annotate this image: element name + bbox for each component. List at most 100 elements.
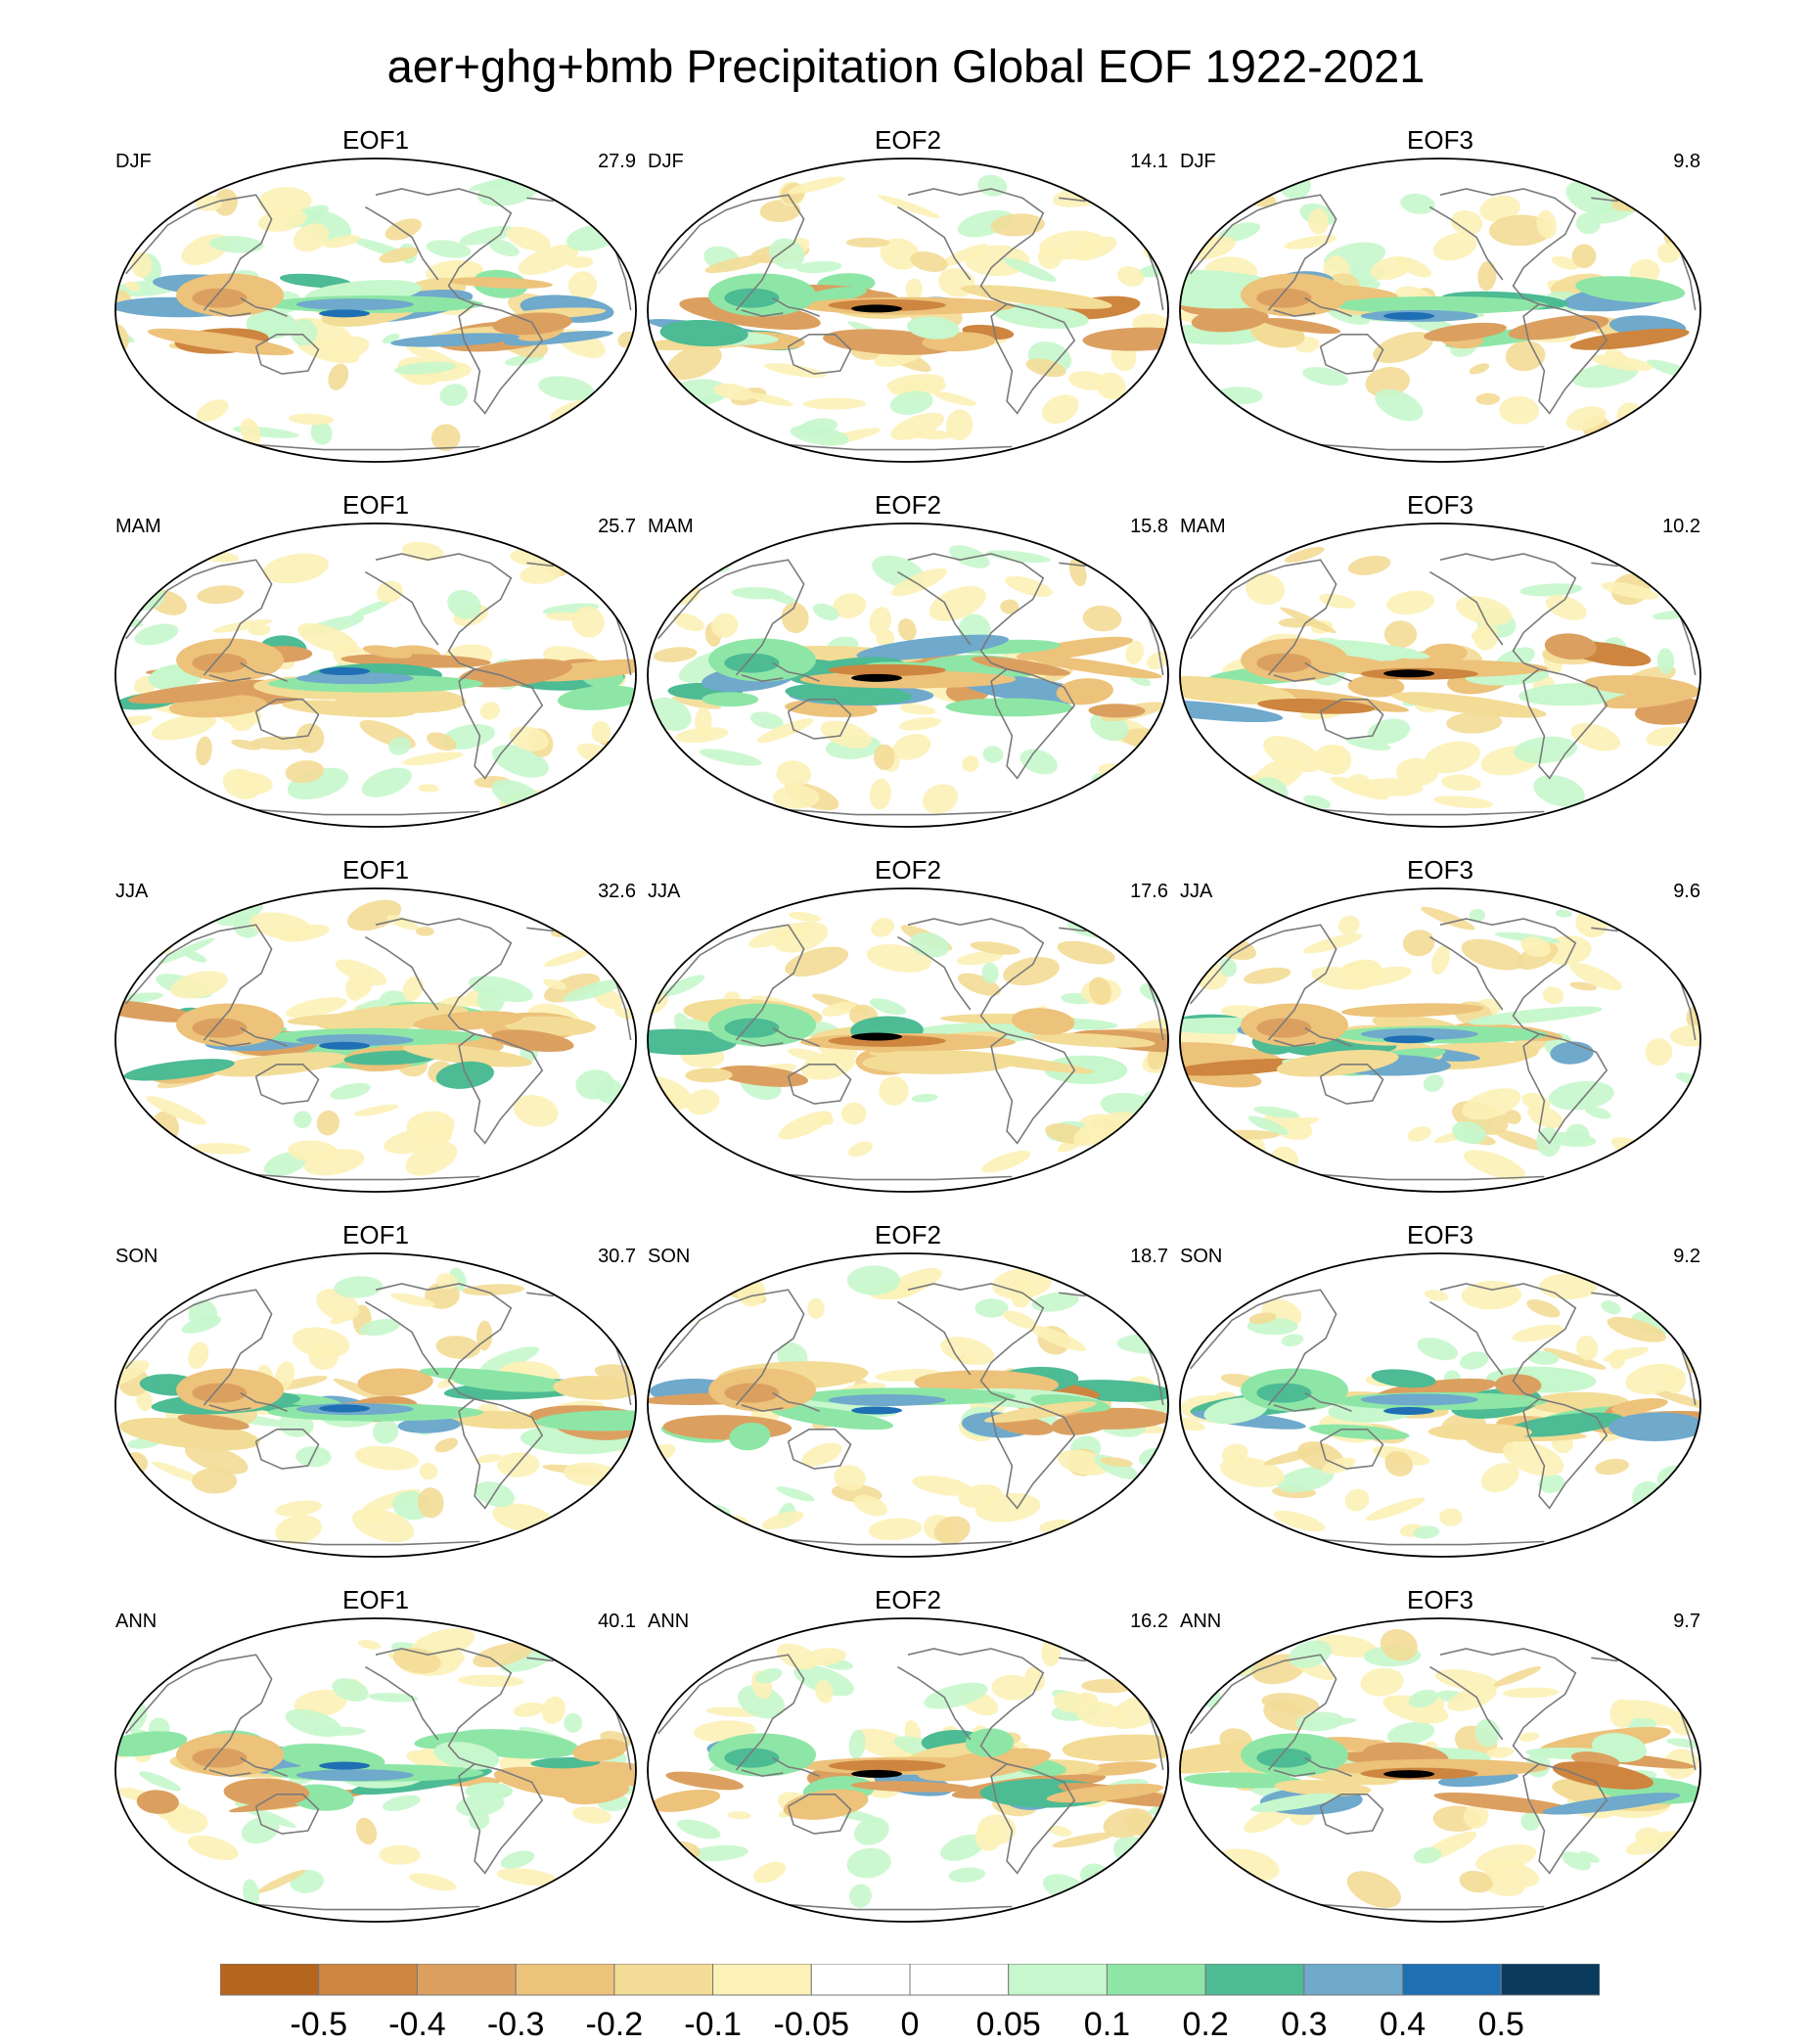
coastline bbox=[1428, 1300, 1504, 1376]
coastline bbox=[657, 559, 805, 676]
coastline bbox=[1439, 553, 1577, 670]
map-panel: EOF1 MAM 25.7 bbox=[113, 490, 638, 828]
anomaly-blob bbox=[891, 568, 948, 597]
map-panel: EOF3 SON 9.2 bbox=[1178, 1220, 1702, 1558]
anomaly-blob bbox=[1345, 737, 1391, 751]
coastline bbox=[1146, 1708, 1164, 1771]
map-panel: EOF1 DJF 27.9 bbox=[113, 125, 638, 463]
anomaly-blob bbox=[1603, 1346, 1650, 1362]
anomaly-blob bbox=[1250, 1793, 1338, 1812]
anomaly-blob bbox=[1461, 1281, 1522, 1310]
anomaly-blob bbox=[368, 1693, 419, 1703]
coastline bbox=[787, 1794, 852, 1835]
anomaly-blob bbox=[1463, 1804, 1489, 1829]
anomaly-blob bbox=[240, 418, 261, 446]
anomaly-blob bbox=[319, 1761, 371, 1770]
anomaly-blob bbox=[1288, 1640, 1333, 1668]
anomaly-blob bbox=[909, 931, 950, 958]
anomaly-blob bbox=[607, 428, 636, 445]
colorbar-swatch bbox=[515, 1964, 615, 1996]
anomaly-blob bbox=[753, 1861, 786, 1884]
anomaly-blob bbox=[124, 281, 141, 292]
anomaly-blob bbox=[1383, 1035, 1435, 1044]
coastline bbox=[240, 296, 288, 317]
anomaly-blob bbox=[1456, 596, 1513, 626]
anomaly-blob bbox=[249, 912, 313, 940]
anomaly-blob bbox=[491, 1029, 574, 1053]
coastline bbox=[124, 924, 273, 1041]
anomaly-blob bbox=[571, 1806, 612, 1824]
anomaly-blob bbox=[756, 718, 814, 744]
anomaly-blob bbox=[648, 222, 666, 245]
anomaly-blob bbox=[500, 1850, 535, 1869]
anomaly-blob bbox=[956, 951, 1004, 966]
anomaly-blob bbox=[275, 1515, 322, 1545]
anomaly-blob bbox=[656, 1490, 691, 1508]
anomaly-blob bbox=[184, 1443, 249, 1475]
anomaly-blob bbox=[1469, 908, 1486, 923]
coastline bbox=[741, 1769, 784, 1778]
anomaly-blob bbox=[295, 672, 414, 685]
anomaly-blob bbox=[196, 399, 229, 422]
coastline bbox=[613, 1708, 632, 1771]
map-svg bbox=[1179, 522, 1701, 828]
anomaly-blob bbox=[1088, 704, 1146, 718]
anomaly-blob bbox=[345, 977, 364, 1001]
anomaly-blob bbox=[295, 1446, 332, 1468]
anomaly-blob bbox=[851, 1769, 903, 1778]
anomaly-blob bbox=[115, 567, 143, 598]
coastline bbox=[254, 1429, 320, 1470]
panel-title: EOF1 bbox=[342, 490, 409, 520]
anomaly-blob bbox=[146, 1096, 207, 1125]
anomaly-blob bbox=[1319, 593, 1356, 610]
anomaly-blob bbox=[1478, 1870, 1525, 1897]
anomaly-blob bbox=[1386, 590, 1435, 615]
panel-title: EOF1 bbox=[342, 1220, 409, 1249]
anomaly-blob bbox=[1383, 311, 1435, 320]
anomaly-blob bbox=[553, 1376, 636, 1400]
panel-title: EOF3 bbox=[1407, 1220, 1473, 1249]
coastline bbox=[240, 807, 480, 816]
anomaly-blob bbox=[1503, 1440, 1564, 1476]
anomaly-blob bbox=[1632, 1512, 1692, 1546]
panel-variance: 16.2 bbox=[1130, 1611, 1168, 1632]
anomaly-blob bbox=[331, 1313, 350, 1325]
anomaly-blob bbox=[1424, 741, 1480, 774]
anomaly-blob bbox=[1480, 1463, 1519, 1493]
anomaly-blob bbox=[419, 1463, 438, 1480]
map-outline bbox=[647, 158, 1169, 463]
coastline bbox=[240, 661, 288, 682]
map-svg bbox=[114, 522, 637, 828]
anomaly-blob bbox=[853, 1494, 888, 1517]
coastline bbox=[375, 1648, 513, 1765]
anomaly-blob bbox=[294, 1111, 312, 1129]
anomaly-blob bbox=[1569, 981, 1598, 991]
anomaly-blob bbox=[1256, 288, 1312, 308]
anomaly-blob bbox=[1273, 1510, 1326, 1532]
map-svg bbox=[647, 522, 1169, 828]
anomaly-blob bbox=[117, 931, 157, 951]
coastline bbox=[240, 1172, 480, 1181]
colorbar-tick-label: 0 bbox=[900, 2006, 920, 2043]
map-outline bbox=[1179, 1617, 1701, 1923]
coastline bbox=[1146, 1343, 1164, 1406]
panel-season: MAM bbox=[115, 516, 161, 537]
anomaly-blob bbox=[187, 1835, 239, 1861]
anomaly-blob bbox=[1565, 406, 1607, 432]
page-title: aer+ghg+bmb Precipitation Global EOF 192… bbox=[386, 40, 1426, 92]
anomaly-blob bbox=[724, 1383, 780, 1403]
panel-season: DJF bbox=[115, 151, 152, 172]
colorbar-swatch bbox=[909, 1964, 1010, 1996]
map-outline bbox=[1179, 522, 1701, 828]
anomaly-blob bbox=[1383, 1406, 1435, 1415]
anomaly-blob bbox=[1391, 692, 1547, 718]
colorbar-tick-label: 0.05 bbox=[975, 2006, 1041, 2043]
coastline bbox=[1319, 699, 1384, 740]
anomaly-blob bbox=[851, 1032, 903, 1041]
anomaly-blob bbox=[845, 237, 890, 248]
anomaly-blob bbox=[555, 1519, 574, 1533]
anomaly-blob bbox=[1373, 332, 1434, 364]
anomaly-blob bbox=[1431, 945, 1450, 975]
anomaly-blob bbox=[599, 1522, 619, 1543]
coastline bbox=[208, 674, 251, 683]
